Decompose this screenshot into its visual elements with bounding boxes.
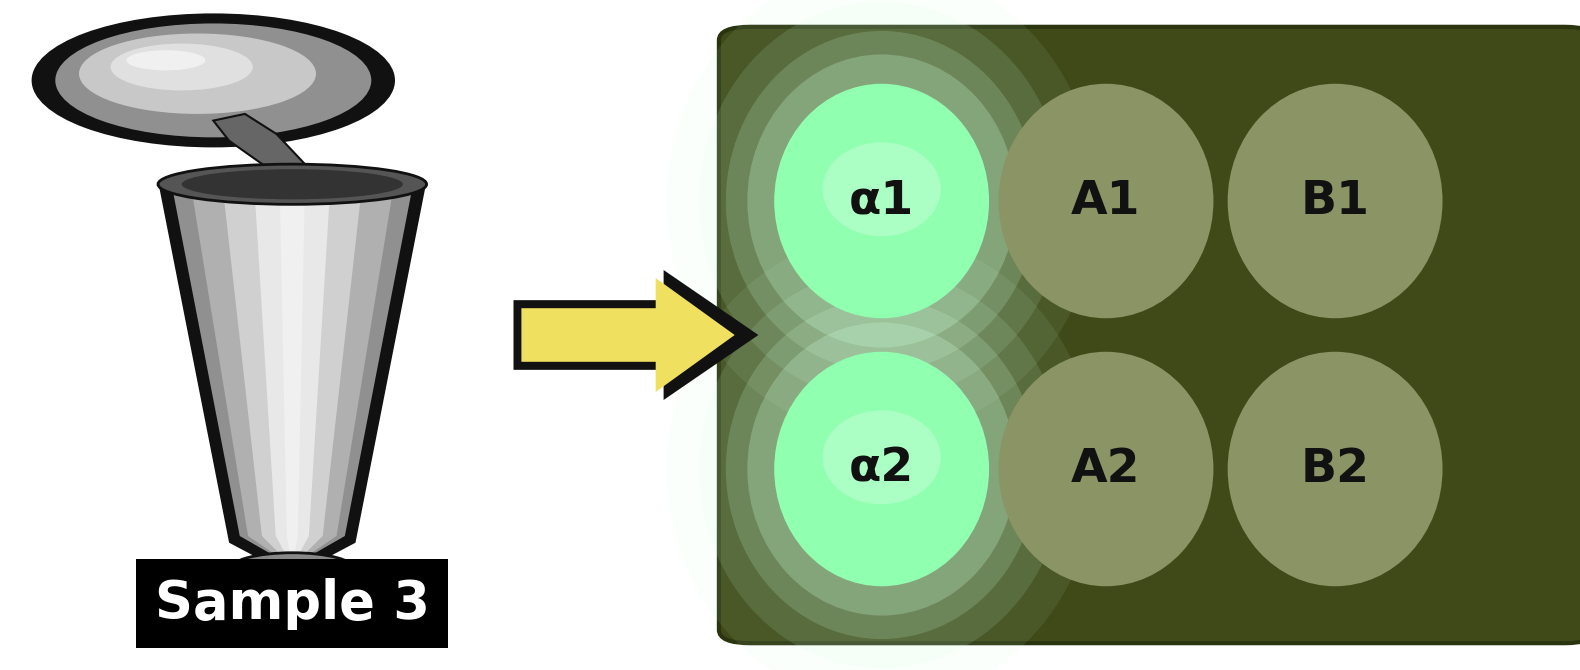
FancyBboxPatch shape <box>719 27 1580 643</box>
Text: A2: A2 <box>1071 446 1141 492</box>
Ellipse shape <box>79 34 316 114</box>
Polygon shape <box>521 278 735 392</box>
Polygon shape <box>213 114 308 174</box>
Ellipse shape <box>698 270 1065 668</box>
Ellipse shape <box>999 352 1213 586</box>
Ellipse shape <box>774 352 989 586</box>
Text: A1: A1 <box>1071 178 1141 224</box>
Text: Sample 3: Sample 3 <box>155 578 430 630</box>
Ellipse shape <box>747 322 1016 616</box>
Text: α1: α1 <box>848 178 915 224</box>
Ellipse shape <box>229 553 356 586</box>
Polygon shape <box>280 188 305 566</box>
Ellipse shape <box>999 84 1213 318</box>
Ellipse shape <box>126 50 205 70</box>
Ellipse shape <box>698 2 1065 401</box>
Ellipse shape <box>823 410 940 504</box>
Polygon shape <box>254 188 330 566</box>
Ellipse shape <box>253 559 332 580</box>
Ellipse shape <box>32 13 395 147</box>
Ellipse shape <box>747 54 1016 348</box>
Text: B1: B1 <box>1300 178 1370 224</box>
Ellipse shape <box>667 234 1097 670</box>
Ellipse shape <box>823 143 940 237</box>
Polygon shape <box>191 188 393 566</box>
Ellipse shape <box>111 44 253 90</box>
Ellipse shape <box>1228 352 1443 586</box>
Ellipse shape <box>182 170 403 200</box>
Ellipse shape <box>667 0 1097 436</box>
Polygon shape <box>514 270 758 400</box>
Ellipse shape <box>774 84 989 318</box>
Ellipse shape <box>55 23 371 137</box>
Text: α2: α2 <box>848 446 915 492</box>
Polygon shape <box>158 181 427 576</box>
Ellipse shape <box>1228 84 1443 318</box>
Ellipse shape <box>725 31 1038 371</box>
Text: B2: B2 <box>1300 446 1370 492</box>
Ellipse shape <box>725 299 1038 639</box>
Polygon shape <box>223 188 362 566</box>
Polygon shape <box>172 188 412 566</box>
Ellipse shape <box>158 164 427 204</box>
